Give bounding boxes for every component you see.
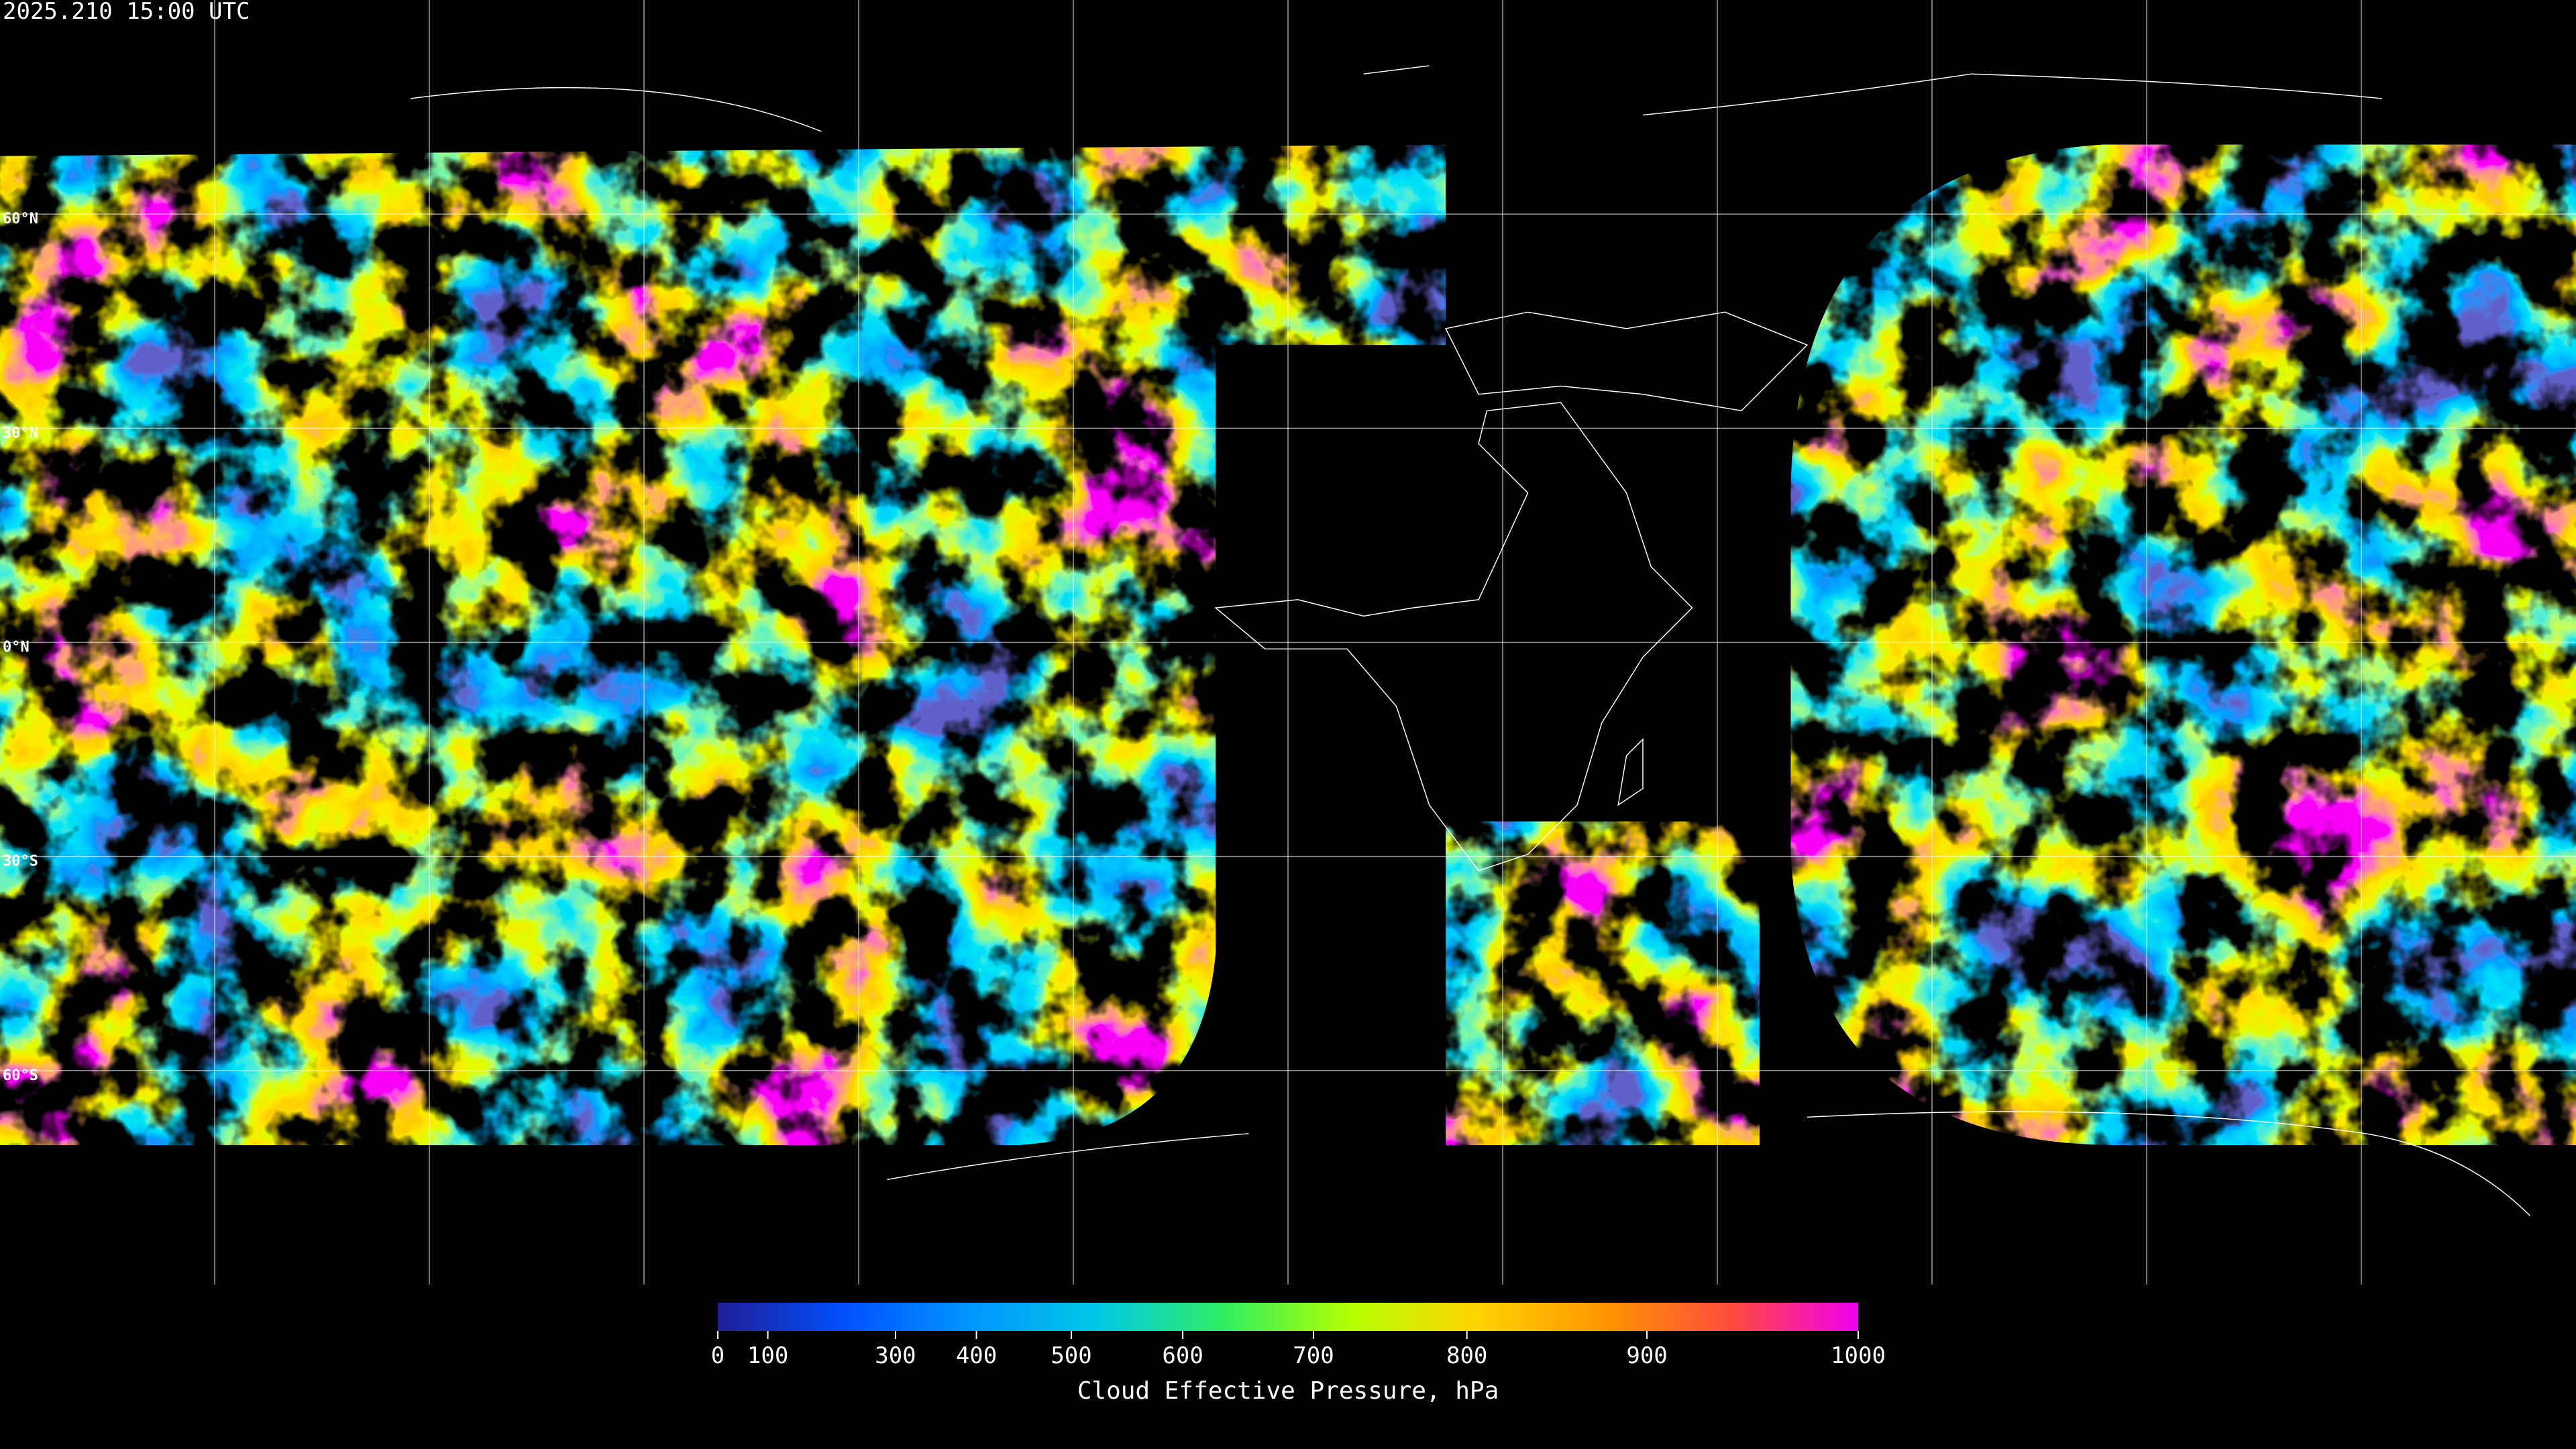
coastlines	[411, 65, 2530, 1216]
colorbar	[718, 1303, 1858, 1331]
colorbar-tick-label: 1000	[1831, 1342, 1886, 1369]
colorbar-tick-label: 900	[1626, 1342, 1667, 1369]
latitude-label: 30°S	[3, 853, 38, 870]
graticule	[0, 0, 2576, 1285]
colorbar-tick-label: 500	[1051, 1342, 1091, 1369]
latitude-label: 60°S	[3, 1067, 38, 1084]
colorbar-label: Cloud Effective Pressure, hPa	[1077, 1377, 1499, 1405]
colorbar-tick-label: 700	[1293, 1342, 1334, 1369]
colorbar-tick-label: 100	[747, 1342, 788, 1369]
colorbar-tick-label: 600	[1162, 1342, 1203, 1369]
timestamp: 2025.210 15:00 UTC	[3, 0, 250, 25]
latitude-label: 60°N	[3, 211, 38, 227]
colorbar-tick-label: 0	[711, 1342, 724, 1369]
latitude-label: 30°N	[3, 425, 38, 441]
latitude-label: 0°N	[3, 639, 30, 656]
colorbar-tick-label: 300	[875, 1342, 916, 1369]
colorbar-tick-label: 800	[1446, 1342, 1487, 1369]
colorbar-tick-label: 400	[956, 1342, 997, 1369]
